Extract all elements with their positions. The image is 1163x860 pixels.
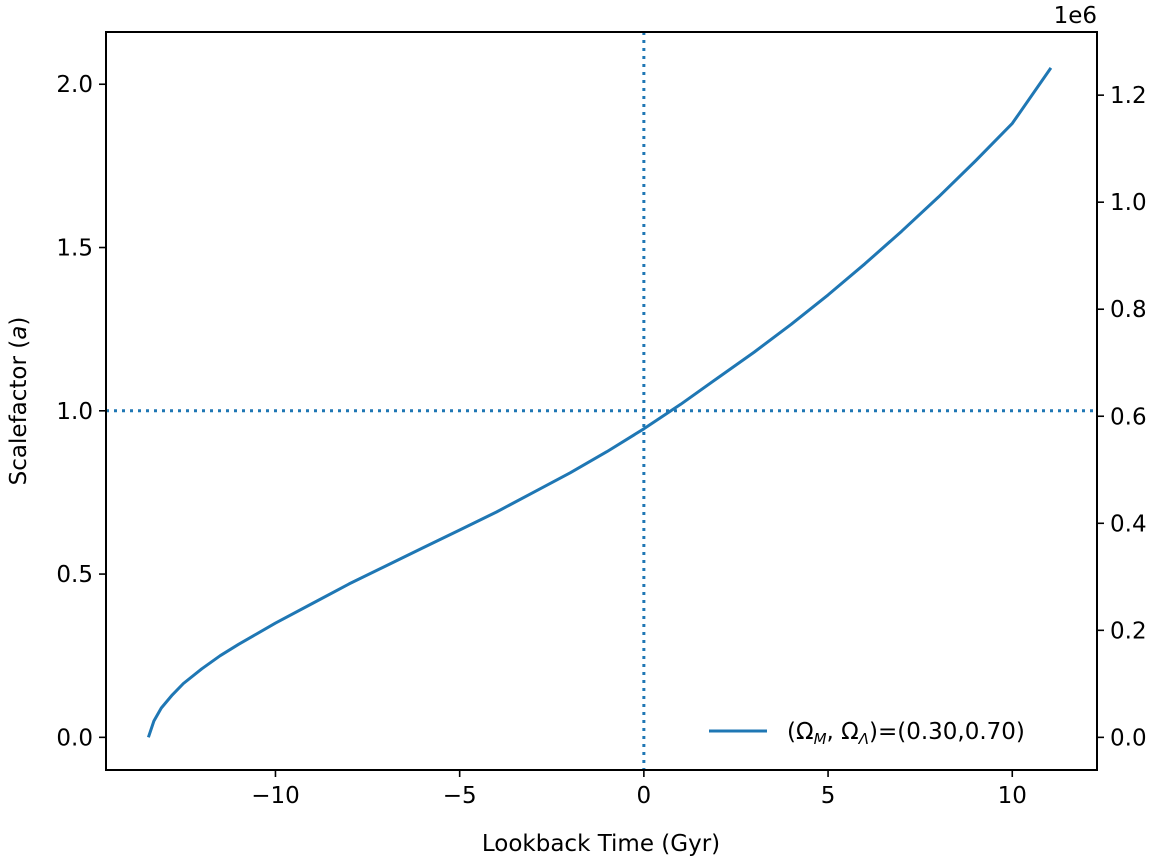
y-tick-label: 2.0 — [56, 72, 93, 98]
series-line-0 — [146, 67, 1053, 738]
y2-tick-label: 1.2 — [1110, 83, 1147, 109]
x-tick-label: 0 — [637, 783, 652, 809]
y2-tick-label: 0.6 — [1110, 404, 1147, 430]
x-tick-label: −10 — [251, 783, 300, 809]
y2-tick-label: 0.2 — [1110, 618, 1147, 644]
y-tick-label: 1.5 — [56, 236, 93, 262]
legend: (ΩM, ΩΛ)=(0.30,0.70) — [709, 719, 1025, 748]
x-axis-label: Lookback Time (Gyr) — [482, 831, 720, 857]
y2-tick-label: 1.0 — [1110, 190, 1147, 216]
y2-tick-label: 0.4 — [1110, 511, 1147, 537]
x-tick-label: −5 — [443, 783, 477, 809]
y-tick-label: 0.0 — [56, 725, 93, 751]
y2-tick-label: 0.0 — [1110, 725, 1147, 751]
x-tick-label: 5 — [821, 783, 836, 809]
y-tick-label: 1.0 — [56, 399, 93, 425]
legend-entry: (ΩM, ΩΛ)=(0.30,0.70) — [787, 719, 1025, 748]
y-tick-label: 0.5 — [56, 562, 93, 588]
y2-tick-label: 0.8 — [1110, 297, 1147, 323]
y-axis-label: Scalefactor (a) — [6, 317, 32, 486]
y2-offset-label: 1e6 — [1054, 3, 1097, 29]
x-tick-label: 10 — [998, 783, 1027, 809]
plot-frame — [105, 31, 1098, 771]
